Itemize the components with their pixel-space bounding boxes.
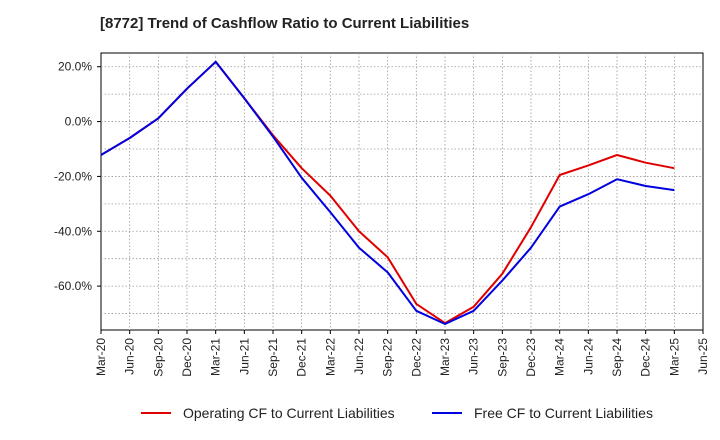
x-tick-label: Sep-24 xyxy=(610,338,624,377)
x-tick-label: Mar-24 xyxy=(553,338,567,376)
y-tick-label: 20.0% xyxy=(58,60,92,74)
legend-swatch-operating-cf xyxy=(141,412,171,414)
y-tick-label: -20.0% xyxy=(54,169,92,183)
x-tick-label: Jun-20 xyxy=(123,338,137,375)
series-lines xyxy=(100,60,675,325)
x-tick-label: Dec-24 xyxy=(639,338,653,377)
x-tick-label: Jun-25 xyxy=(696,338,710,375)
y-tick-label: -60.0% xyxy=(54,279,92,293)
x-tick-labels: Mar-20 Jun-20 Sep-20 Dec-20 Mar-21 Jun-21 Sep-… xyxy=(94,330,710,377)
plot-area xyxy=(100,52,704,331)
legend-label-free-cf: Free CF to Current Liabilities xyxy=(474,405,653,421)
legend-label-operating-cf: Operating CF to Current Liabilities xyxy=(183,405,395,421)
x-tick-label: Mar-20 xyxy=(94,338,108,376)
legend: Operating CF to Current Liabilities Free… xyxy=(0,405,720,425)
legend-swatch-free-cf xyxy=(432,412,462,414)
x-tick-label: Jun-24 xyxy=(581,338,595,375)
x-tick-label: Mar-25 xyxy=(667,338,681,376)
x-tick-label: Sep-22 xyxy=(381,338,395,377)
x-tick-label: Jun-23 xyxy=(467,338,481,375)
x-tick-label: Mar-22 xyxy=(323,338,337,376)
x-tick-label: Sep-20 xyxy=(151,338,165,377)
y-tick-labels: 20.0% 0.0% -20.0% -40.0% -60.0% xyxy=(54,60,101,293)
x-tick-label: Mar-21 xyxy=(209,338,223,376)
x-tick-label: Jun-21 xyxy=(237,338,251,375)
legend-item-free-cf: Free CF to Current Liabilities xyxy=(432,405,653,421)
free-cf-line xyxy=(100,60,675,325)
x-tick-label: Dec-20 xyxy=(180,338,194,377)
chart-title: [8772] Trend of Cashflow Ratio to Curren… xyxy=(100,15,470,32)
grid-lines xyxy=(101,53,703,330)
y-tick-label: 0.0% xyxy=(65,115,93,129)
x-tick-label: Sep-23 xyxy=(495,338,509,377)
legend-item-operating-cf: Operating CF to Current Liabilities xyxy=(141,405,395,421)
x-tick-label: Mar-23 xyxy=(438,338,452,376)
y-tick-label: -40.0% xyxy=(54,224,92,238)
x-tick-label: Jun-22 xyxy=(352,338,366,375)
x-tick-label: Sep-21 xyxy=(266,338,280,377)
x-tick-label: Dec-23 xyxy=(524,338,538,377)
x-tick-label: Dec-21 xyxy=(295,338,309,377)
x-tick-label: Dec-22 xyxy=(409,338,423,377)
